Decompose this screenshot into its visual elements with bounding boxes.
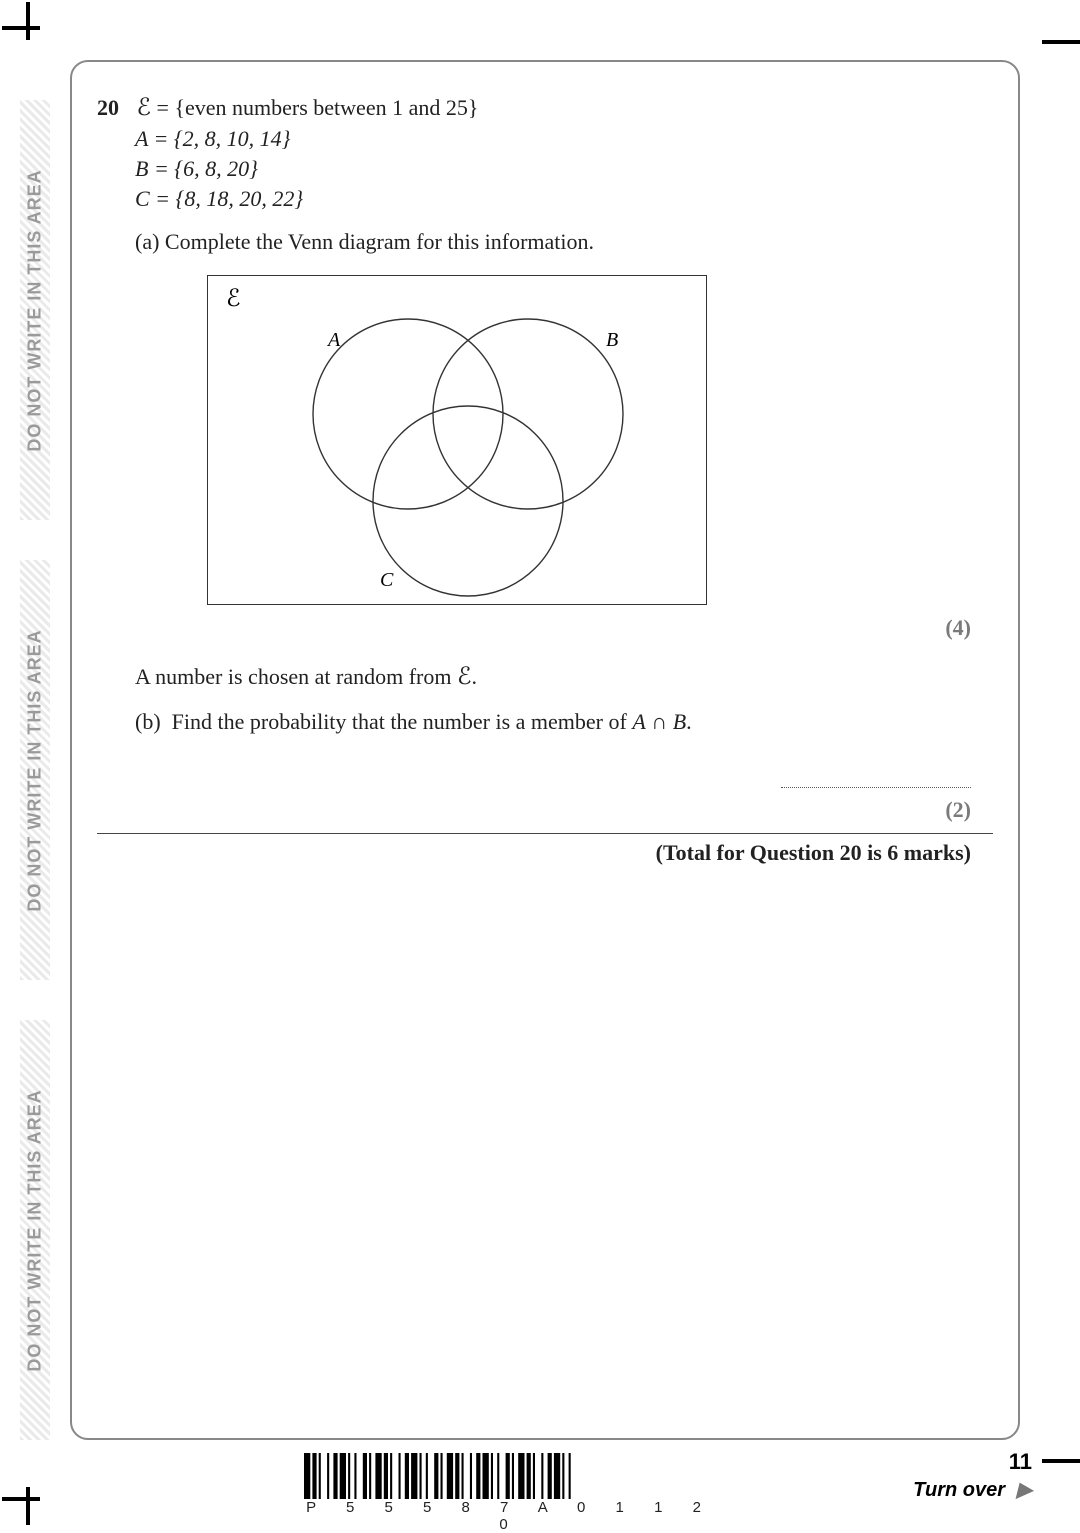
crop-mark: [26, 2, 30, 40]
question-content: 20 ℰ = {even numbers between 1 and 25} A…: [97, 92, 993, 868]
svg-text:B: B: [606, 329, 618, 351]
do-not-write-strip: DO NOT WRITE IN THIS AREA: [20, 100, 50, 520]
between-text: A number is chosen at random from ℰ.: [135, 661, 993, 693]
total-marks: (Total for Question 20 is 6 marks): [97, 833, 993, 868]
turn-over-label: Turn over ▶: [913, 1477, 1032, 1502]
svg-text:A: A: [326, 329, 341, 351]
marks-a: (4): [97, 613, 993, 643]
set-c-def: C = {8, 18, 20, 22}: [135, 184, 993, 214]
page-footer: 11 Turn over ▶ P 5 5 5 8 7 A 0 1 1 2 0: [0, 1449, 1080, 1519]
universal-set-symbol: ℰ: [137, 95, 152, 121]
turn-over-arrow-icon: ▶: [1017, 1477, 1032, 1502]
do-not-write-label: DO NOT WRITE IN THIS AREA: [25, 1089, 46, 1371]
svg-text:C: C: [380, 569, 394, 591]
set-b-def: B = {6, 8, 20}: [135, 154, 993, 184]
crop-mark: [2, 26, 40, 30]
exam-page: DO NOT WRITE IN THIS AREA DO NOT WRITE I…: [0, 0, 1080, 1527]
set-a-def: A = {2, 8, 10, 14}: [135, 124, 993, 154]
barcode-text: P 5 5 5 8 7 A 0 1 1 2 0: [300, 1499, 720, 1533]
do-not-write-label: DO NOT WRITE IN THIS AREA: [25, 629, 46, 911]
question-frame: 20 ℰ = {even numbers between 1 and 25} A…: [70, 60, 1020, 1440]
set-definitions: 20 ℰ = {even numbers between 1 and 25} A…: [97, 92, 993, 213]
answer-area-b: (2): [97, 767, 993, 827]
do-not-write-strip: DO NOT WRITE IN THIS AREA: [20, 560, 50, 980]
svg-text:ℰ: ℰ: [226, 286, 241, 312]
barcode: [300, 1453, 720, 1499]
venn-svg: ℰ A B C: [208, 276, 708, 606]
page-number: 11: [1009, 1449, 1032, 1475]
crop-mark: [1042, 40, 1080, 44]
part-a-text: (a) Complete the Venn diagram for this i…: [135, 227, 993, 257]
universal-set-def: = {even numbers between 1 and 25}: [157, 95, 479, 120]
marks-b: (2): [945, 795, 993, 825]
do-not-write-strip: DO NOT WRITE IN THIS AREA: [20, 1020, 50, 1440]
venn-diagram: ℰ A B C: [207, 275, 707, 605]
part-b-text: (b) Find the probability that the number…: [135, 707, 993, 737]
question-number: 20: [97, 93, 131, 123]
answer-line: [781, 787, 971, 788]
do-not-write-label: DO NOT WRITE IN THIS AREA: [25, 169, 46, 451]
